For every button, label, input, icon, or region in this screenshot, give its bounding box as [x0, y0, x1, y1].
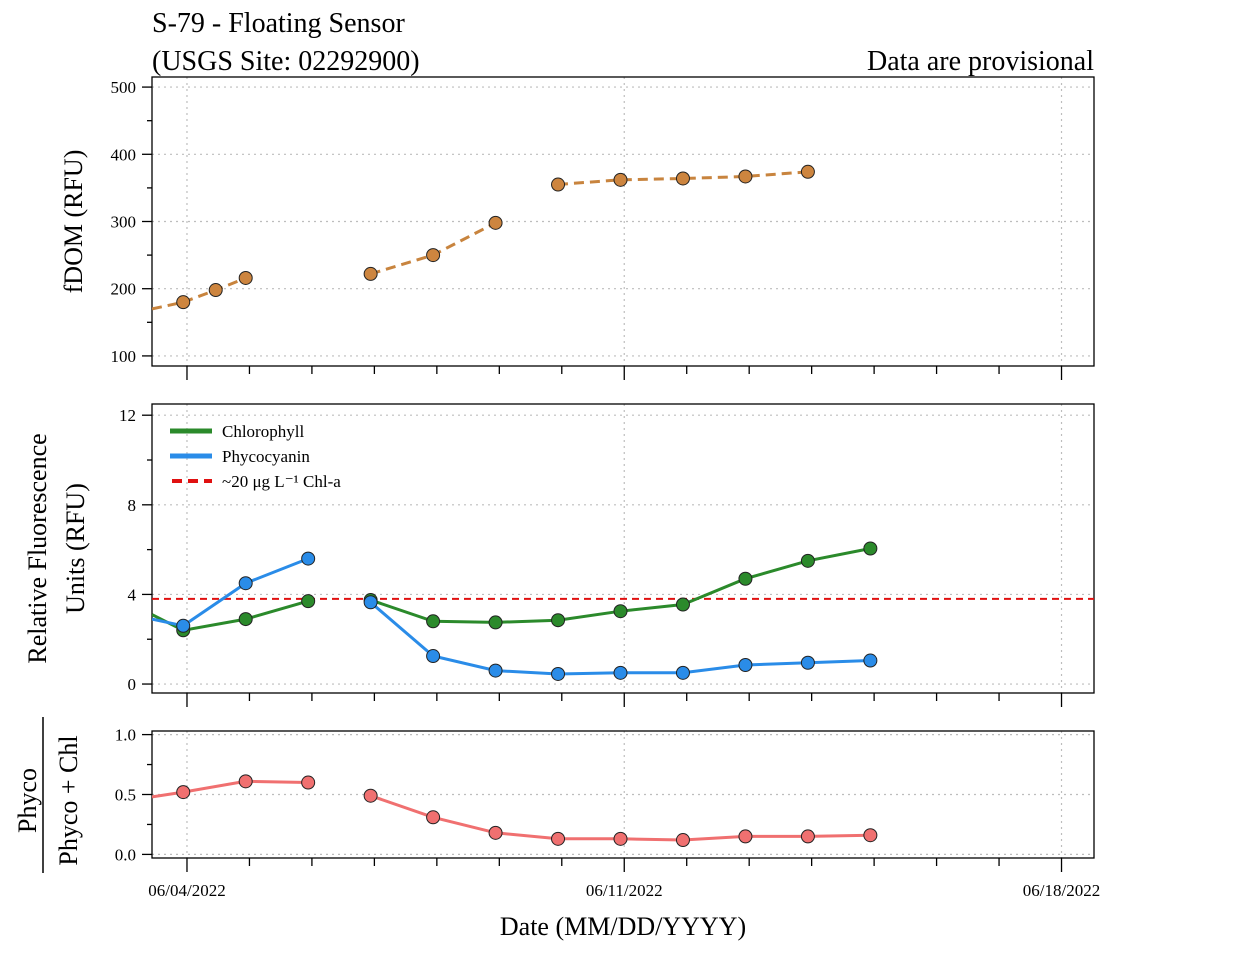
chart-title-line1: S-79 - Floating Sensor — [152, 8, 405, 39]
y-tick-label: 0 — [128, 675, 137, 694]
x-tick-label: 06/18/2022 — [1023, 881, 1100, 900]
chart-title-line2: (USGS Site: 02292900) — [152, 46, 420, 77]
panel-frame — [151, 730, 1095, 859]
ratio-point — [301, 775, 316, 790]
y-tick-label: 8 — [128, 496, 137, 515]
phycocyanin-point — [238, 576, 253, 591]
ratio-point — [738, 829, 753, 844]
chlorophyll-point — [301, 594, 316, 609]
ratio-point — [363, 788, 378, 803]
phycocyanin-point — [426, 649, 441, 664]
legend: Chlorophyll Phycocyanin ~20 μg L⁻¹ Chl-a — [170, 422, 341, 491]
chlorophyll-point — [675, 597, 690, 612]
y-tick-label: 12 — [119, 406, 136, 425]
fdom-point — [613, 172, 628, 187]
phycocyanin-point — [488, 663, 503, 678]
fdom-point — [488, 215, 503, 230]
ratio-point — [613, 831, 628, 846]
y-tick-label: 0.5 — [115, 786, 136, 805]
ratio-numerator: Phyco — [13, 768, 42, 833]
chlorophyll-point — [863, 541, 878, 556]
chlorophyll-point — [238, 612, 253, 627]
fdom-point — [800, 164, 815, 179]
phycocyanin-point — [738, 657, 753, 672]
fdom-panel: 100 200 300 400 500 fDOM (RFU) — [59, 76, 1095, 380]
fdom-point — [208, 283, 223, 298]
ratio-point — [488, 825, 503, 840]
y-tick-label: 4 — [128, 585, 137, 604]
legend-label-chlorophyll: Chlorophyll — [222, 422, 304, 441]
fdom-point — [363, 266, 378, 281]
phycocyanin-point — [863, 653, 878, 668]
y-tick-label: 0.0 — [115, 845, 136, 864]
y-tick-label: 500 — [111, 78, 137, 97]
phycocyanin-point — [551, 666, 566, 681]
y-tick-label: 100 — [111, 347, 137, 366]
ratio-point — [675, 833, 690, 848]
ratio-point — [176, 785, 191, 800]
chlorophyll-point — [488, 615, 503, 630]
ratio-point — [551, 831, 566, 846]
y-axis-title-line2: Units (RFU) — [61, 483, 90, 614]
series-group — [152, 774, 878, 848]
y-axis-title: fDOM (RFU) — [59, 150, 88, 294]
fdom-point — [426, 248, 441, 263]
x-tick-label: 06/04/2022 — [148, 881, 225, 900]
panel-frame — [151, 403, 1095, 694]
legend-label-phycocyanin: Phycocyanin — [222, 447, 310, 466]
ratio-point — [426, 810, 441, 825]
chlorophyll-line — [152, 599, 309, 632]
fdom-point — [176, 295, 191, 310]
y-axis-title-line1: Relative Fluorescence — [23, 433, 52, 663]
phycocyanin-point — [363, 595, 378, 610]
fdom-line — [557, 170, 809, 186]
chlorophyll-point — [800, 553, 815, 568]
x-axis-title: Date (MM/DD/YYYY) — [500, 912, 746, 941]
chlorophyll-point — [613, 604, 628, 619]
ratio-point — [863, 828, 878, 843]
ratio-panel: 0.0 0.5 1.0 Phyco Phyco + Chl 06/04/2022 06/11… — [13, 717, 1100, 900]
provisional-note: Data are provisional — [867, 46, 1094, 77]
fdom-point — [738, 169, 753, 184]
fdom-line — [152, 276, 247, 311]
chlorophyll-point — [738, 571, 753, 586]
fdom-point — [551, 177, 566, 192]
rfu-panel: 0 4 8 12 Relative Fluorescence Units (RFU) Chl… — [23, 403, 1095, 707]
panel-frame — [151, 76, 1095, 367]
y-tick-label: 300 — [111, 213, 137, 232]
x-tick-label: 06/11/2022 — [586, 881, 663, 900]
ratio-line — [152, 779, 309, 799]
phycocyanin-point — [613, 665, 628, 680]
fdom-point — [675, 171, 690, 186]
ratio-point — [238, 774, 253, 789]
chlorophyll-point — [551, 613, 566, 628]
legend-label-threshold: ~20 μg L⁻¹ Chl-a — [222, 472, 341, 491]
phycocyanin-line — [152, 557, 309, 628]
phycocyanin-point — [800, 655, 815, 670]
ratio-denominator: Phyco + Chl — [54, 735, 83, 865]
series-group — [152, 164, 815, 311]
phycocyanin-point — [301, 551, 316, 566]
phycocyanin-point — [675, 665, 690, 680]
y-tick-label: 200 — [111, 280, 137, 299]
ratio-point — [800, 829, 815, 844]
phycocyanin-point — [176, 618, 191, 633]
chlorophyll-point — [426, 614, 441, 629]
series-group — [152, 541, 878, 681]
y-tick-label: 1.0 — [115, 726, 136, 745]
y-tick-label: 400 — [111, 145, 137, 164]
fdom-point — [238, 270, 253, 285]
